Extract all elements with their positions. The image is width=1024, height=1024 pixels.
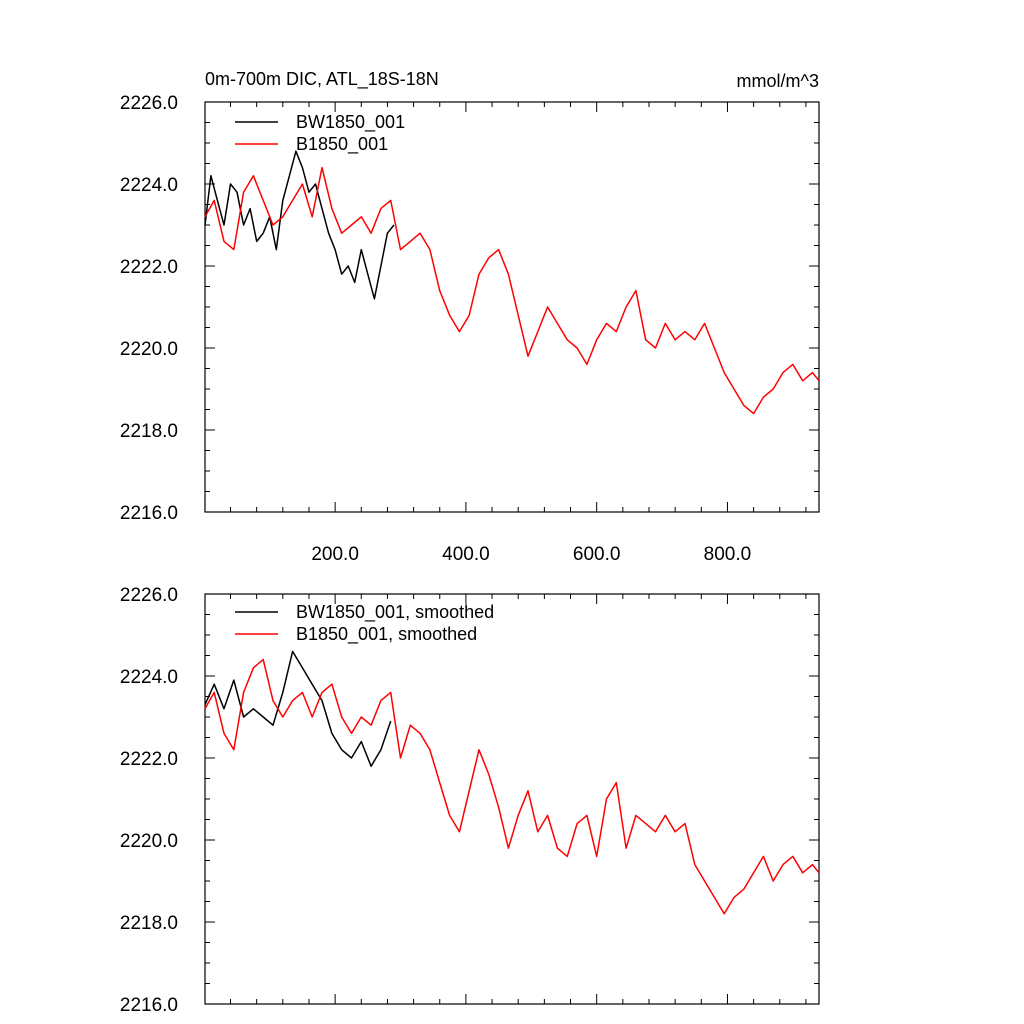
- top-legend-label-0: BW1850_001: [296, 112, 405, 133]
- y-tick-label: 2222.0: [120, 257, 178, 278]
- top-axis-ticks: [205, 101, 819, 513]
- top-tick-labels: 2216.0 2218.0 2220.0 2222.0 2224.0 2226.0 200.…: [120, 93, 751, 565]
- y-tick-label: 2216.0: [120, 503, 178, 524]
- top-legend: BW1850_001 B1850_001: [235, 112, 405, 155]
- bottom-panel: 2216.0 2218.0 2220.0 2222.0 2224.0 2226.0 BW1…: [120, 585, 820, 1016]
- bottom-axis-ticks: [205, 593, 819, 1005]
- top-chart-title: 0m-700m DIC, ATL_18S-18N: [205, 69, 439, 90]
- y-tick-label: 2226.0: [120, 93, 178, 114]
- bottom-legend-label-1: B1850_001, smoothed: [296, 624, 477, 645]
- y-tick-label: 2220.0: [120, 339, 178, 360]
- top-panel: 0m-700m DIC, ATL_18S-18N mmol/m^3 2216.0…: [120, 69, 820, 565]
- x-tick-label: 200.0: [311, 544, 359, 565]
- bottom-series-group: [204, 650, 820, 915]
- y-tick-label: 2218.0: [120, 913, 178, 934]
- bottom-plot-frame: [204, 593, 820, 1005]
- top-series-line-0: [204, 150, 395, 300]
- top-series-line-1: [204, 166, 820, 415]
- bottom-tick-labels: 2216.0 2218.0 2220.0 2222.0 2224.0 2226.0: [120, 585, 178, 1016]
- y-tick-label: 2224.0: [120, 175, 178, 196]
- x-tick-label: 800.0: [704, 544, 752, 565]
- y-tick-label: 2218.0: [120, 421, 178, 442]
- top-legend-label-1: B1850_001: [296, 134, 388, 155]
- bottom-legend: BW1850_001, smoothed B1850_001, smoothed: [235, 602, 494, 645]
- x-tick-label: 400.0: [442, 544, 490, 565]
- y-tick-label: 2226.0: [120, 585, 178, 606]
- top-series-group: [204, 150, 820, 415]
- top-chart-units: mmol/m^3: [737, 71, 819, 91]
- y-tick-label: 2216.0: [120, 995, 178, 1016]
- y-tick-label: 2224.0: [120, 667, 178, 688]
- bottom-series-line-1: [204, 658, 820, 915]
- y-tick-label: 2222.0: [120, 749, 178, 770]
- bottom-series-line-0: [204, 650, 392, 767]
- bottom-legend-label-0: BW1850_001, smoothed: [296, 602, 494, 623]
- y-tick-label: 2220.0: [120, 831, 178, 852]
- x-tick-label: 600.0: [573, 544, 621, 565]
- top-plot-frame: [204, 101, 820, 513]
